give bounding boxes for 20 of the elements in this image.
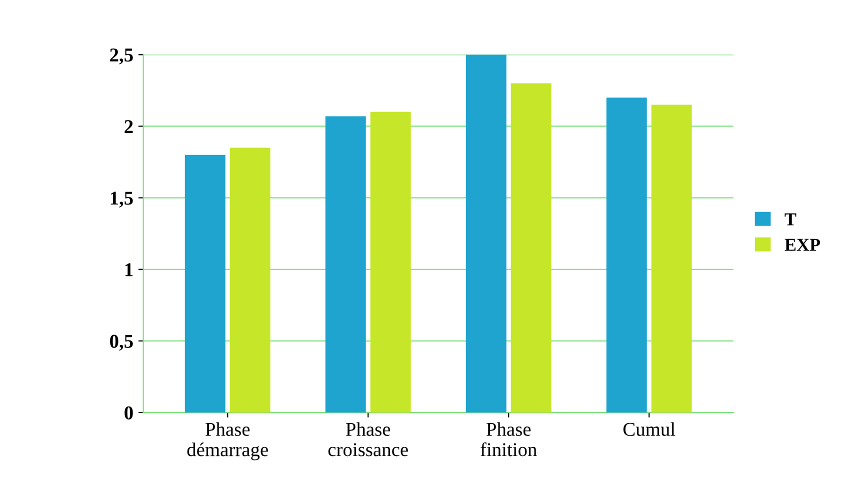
bar: [230, 148, 270, 413]
x-tick-label: Phase croissance: [328, 422, 408, 456]
y-tick-label: 1: [125, 263, 133, 276]
bar: [325, 116, 366, 413]
y-tick-label: 0: [124, 406, 133, 420]
bar: [184, 154, 226, 413]
legend-label: T: [784, 213, 796, 226]
y-tick-label: 2,5: [110, 48, 133, 64]
y-tick-label: 1,5: [110, 192, 133, 208]
bar: [510, 83, 552, 413]
x-tick-label: Phase finition: [480, 422, 537, 456]
bar: [466, 54, 506, 413]
bar: [370, 112, 411, 413]
bar: [651, 104, 692, 413]
x-tick-label: Cumul: [623, 422, 676, 436]
bar: [606, 98, 647, 413]
legend-label: EXP: [784, 238, 820, 251]
y-tick-label: 2: [124, 120, 133, 133]
x-tick-label: Phase démarrage: [187, 422, 268, 460]
y-tick-label: 0,5: [110, 334, 133, 351]
